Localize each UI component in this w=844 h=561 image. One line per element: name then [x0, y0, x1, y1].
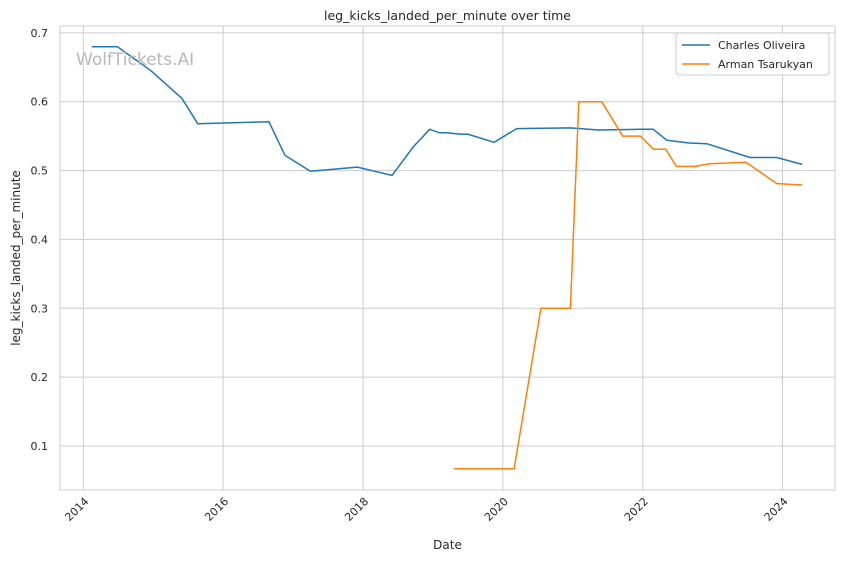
legend-label: Arman Tsarukyan	[718, 58, 813, 71]
series-line-charles-oliveira	[92, 45, 803, 177]
y-axis-label: leg_kicks_landed_per_minute	[9, 170, 23, 346]
y-tick-label: 0.5	[31, 165, 49, 178]
plot-area	[60, 26, 835, 490]
x-tick-label: 2016	[202, 495, 231, 524]
x-axis-ticks: 2014 2016 2018 2020 2022 2024	[62, 495, 790, 524]
y-tick-label: 0.6	[31, 96, 49, 109]
chart-title: leg_kicks_landed_per_minute over time	[324, 8, 571, 23]
x-tick-label: 2020	[482, 495, 511, 524]
y-tick-label: 0.3	[31, 302, 49, 315]
x-tick-label: 2022	[622, 495, 651, 524]
legend-box	[675, 32, 830, 76]
y-axis-ticks: 0.1 0.2 0.3 0.4 0.5 0.6 0.7	[31, 27, 49, 453]
legend: Charles Oliveira Arman Tsarukyan	[675, 32, 830, 76]
x-axis-label: Date	[433, 538, 462, 552]
series-layer	[92, 45, 803, 470]
x-tick-label: 2024	[762, 495, 791, 524]
series-line-arman-tsarukyan	[453, 100, 803, 470]
y-tick-label: 0.2	[31, 371, 49, 384]
y-tick-label: 0.1	[31, 440, 49, 453]
x-tick-label: 2014	[62, 495, 91, 524]
x-tick-label: 2018	[342, 495, 371, 524]
y-tick-label: 0.7	[31, 27, 49, 40]
y-tick-label: 0.4	[31, 233, 49, 246]
plot-frame	[59, 25, 836, 491]
legend-label: Charles Oliveira	[718, 39, 805, 52]
watermark: WolfTickets.AI	[76, 50, 194, 70]
